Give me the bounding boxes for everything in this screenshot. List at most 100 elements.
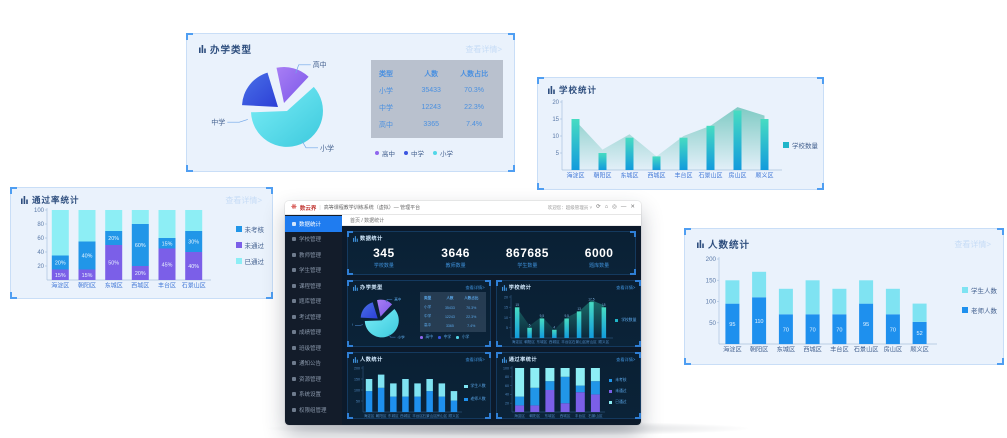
sidebar-item-12[interactable]: 权限组管理: [285, 402, 342, 418]
table-row: 高中 3365 7.4%: [379, 116, 495, 133]
mini-panel-people-stats: 人数统计 查看详情> 50 100 150 200 海淀区 朝阳区 东城区 西城区 丰台区 石景山区…: [347, 352, 491, 419]
svg-text:30%: 30%: [188, 240, 199, 246]
sidebar-item-label: 权限组管理: [299, 407, 327, 414]
svg-text:西城区: 西城区: [400, 413, 411, 418]
svg-text:高中: 高中: [394, 297, 402, 302]
svg-text:20%: 20%: [108, 236, 119, 242]
sidebar: 数据统计 学校管理 教师管理 学生管理课程管理题库管理 考试管理 成绩管理 班级管理 通知公告…: [285, 215, 342, 425]
minimize-icon[interactable]: —: [620, 203, 627, 210]
sidebar-item-1[interactable]: 学校管理: [285, 232, 342, 248]
svg-text:100: 100: [706, 299, 717, 306]
svg-text:石景山区: 石景山区: [182, 282, 206, 290]
svg-text:朝阳区: 朝阳区: [376, 413, 387, 418]
view-details-link[interactable]: 查看详情>: [465, 44, 502, 54]
menu-item-icon: [292, 237, 296, 242]
view-details-link[interactable]: 查看详情>: [616, 284, 636, 290]
svg-text:15%: 15%: [162, 241, 173, 247]
help-icon[interactable]: ◎: [612, 203, 617, 210]
sidebar-item-5[interactable]: 题库管理: [285, 294, 342, 310]
sidebar-item-label: 资源管理: [299, 376, 322, 383]
legend-item: 已通过: [235, 256, 264, 266]
svg-text:40: 40: [505, 393, 509, 397]
sidebar-item-8[interactable]: 班级管理: [285, 340, 342, 356]
chart-title-icon: [353, 356, 358, 363]
svg-text:中学: 中学: [352, 323, 353, 328]
chart-title-icon: [21, 196, 28, 204]
table-row: 高中 3365 7.4%: [424, 321, 482, 330]
corner-bracket: [817, 183, 824, 190]
legend-item: 高中: [375, 148, 395, 158]
svg-text:海淀区: 海淀区: [51, 282, 69, 290]
close-icon[interactable]: ✕: [630, 203, 635, 210]
svg-text:9.5: 9.5: [564, 314, 569, 318]
bar-area-chart: 5 10 15 20 海淀区 朝阳区 东城区 西城区 丰台区 石景山区 房山区 顺义区: [546, 96, 784, 187]
legend-item: 已通过: [608, 400, 627, 405]
svg-text:60: 60: [505, 384, 509, 388]
sidebar-item-11[interactable]: 系统设置: [285, 387, 342, 403]
table-cell: 7.4%: [466, 121, 483, 128]
sidebar-item-0[interactable]: 数据统计: [285, 216, 342, 232]
svg-text:石景山区: 石景山区: [698, 172, 722, 180]
pie-legend: 高中 中学 小学: [375, 148, 453, 158]
legend-swatch: [235, 258, 242, 264]
svg-text:20: 20: [505, 401, 509, 405]
user-menu[interactable]: 欢迎您：超级管理员 ˅: [547, 204, 593, 210]
view-details-link[interactable]: 查看详情>: [465, 356, 485, 362]
table-cell: 22.3%: [464, 104, 485, 111]
sidebar-item-4[interactable]: 课程管理: [285, 278, 342, 294]
sidebar-item-3[interactable]: 学生管理: [285, 263, 342, 279]
legend-item: 小学: [456, 335, 469, 340]
view-details-link[interactable]: 查看详情>: [954, 239, 991, 249]
panel-title: 通过率统计: [32, 195, 80, 205]
sidebar-item-2[interactable]: 教师管理: [285, 247, 342, 263]
legend-swatch: [235, 242, 242, 248]
svg-text:石景山区: 石景山区: [423, 413, 438, 418]
chart-title-icon: [353, 235, 358, 242]
svg-text:17.5: 17.5: [588, 298, 594, 302]
svg-text:95: 95: [863, 322, 869, 328]
panel-school-stats: 学校统计 5 10 15 20 海淀区 朝阳区 东城区 西城区 丰台区 石景山区 房山区 顺义区 学校…: [537, 77, 824, 190]
chart-title-icon: [199, 45, 206, 53]
table-cell: 人数: [446, 296, 454, 300]
svg-text:15: 15: [602, 303, 606, 307]
chart-legend: 学生人数 老师人数: [464, 384, 486, 402]
chart-legend: 学校数量: [783, 140, 818, 150]
sidebar-item-10[interactable]: 资源管理: [285, 371, 342, 387]
svg-text:5: 5: [506, 326, 508, 330]
svg-text:顺义区: 顺义区: [910, 347, 929, 354]
legend-item: 未考核: [235, 224, 264, 234]
table-cell: 类型: [424, 296, 432, 300]
svg-text:石景山区: 石景山区: [572, 339, 587, 344]
legend-swatch: [614, 318, 619, 323]
svg-text:西城区: 西城区: [647, 173, 665, 180]
panel-title: 办学类型: [210, 45, 253, 56]
view-details-link[interactable]: 查看详情>: [616, 356, 636, 362]
svg-text:东城区: 东城区: [388, 413, 399, 418]
panel-title: 人数统计: [360, 357, 383, 363]
legend-label: 中学: [443, 335, 452, 339]
legend-label: 小学: [461, 335, 470, 339]
table-header-row: 类型 人数 人数占比: [379, 65, 495, 82]
legend-item: 中学: [438, 335, 451, 340]
table-cell: 22.3%: [466, 314, 477, 319]
home-icon[interactable]: ⌂: [604, 203, 609, 210]
stacked-bar-chart: 50 100 150 200 海淀区 朝阳区 东城区 西城区 丰台区 石景山区 房山区 顺义区: [352, 364, 464, 424]
table-row: 中学 12243 22.3%: [424, 312, 482, 321]
table-row: 中学 12243 22.3%: [379, 99, 495, 116]
view-details-link[interactable]: 查看详情>: [225, 195, 262, 205]
legend-label: 高中: [382, 151, 395, 158]
svg-text:西城区: 西城区: [549, 339, 560, 344]
sidebar-item-7[interactable]: 成绩管理: [285, 325, 342, 341]
table-cell: 70.3%: [466, 305, 477, 310]
view-details-link[interactable]: 查看详情>: [465, 284, 485, 290]
sidebar-item-label: 课程管理: [299, 283, 322, 290]
sidebar-item-9[interactable]: 通知公告: [285, 356, 342, 372]
breadcrumb[interactable]: 首页 / 数据统计: [342, 215, 641, 226]
svg-text:20: 20: [552, 100, 559, 106]
legend-label: 未通过: [615, 389, 627, 393]
panel-people-stats: 人数统计 查看详情> 50 100 150 200 95 海淀区 110 朝阳区 70 东城区 70…: [684, 228, 1004, 365]
legend-swatch: [433, 151, 437, 155]
refresh-icon[interactable]: ⟳: [596, 203, 601, 210]
sidebar-item-6[interactable]: 考试管理: [285, 309, 342, 325]
corner-bracket: [10, 292, 17, 299]
